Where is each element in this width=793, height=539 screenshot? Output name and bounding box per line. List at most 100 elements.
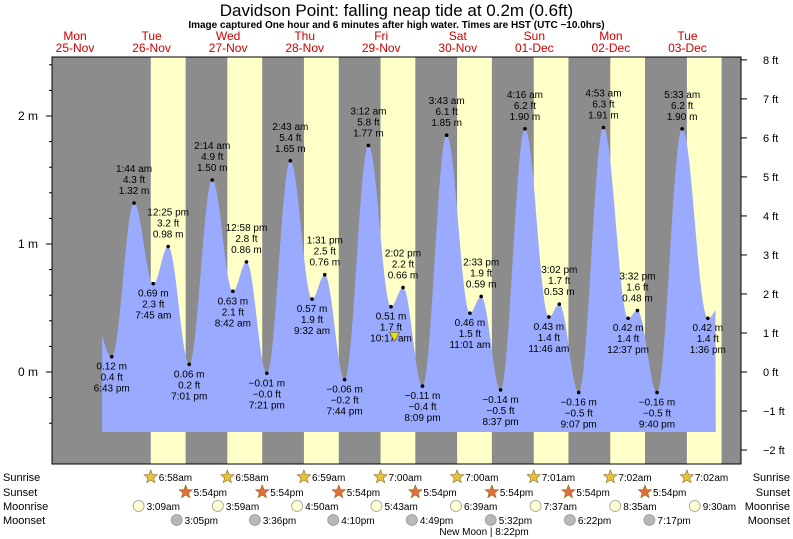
tide-time-label: 1:44 am [116, 164, 152, 175]
moonset-icon [170, 514, 183, 526]
tide-point [444, 133, 449, 137]
moon-phase-label: New Moon | 8:22pm [439, 527, 528, 538]
y-right-tick-label: 0 ft [763, 367, 778, 379]
tide-ft-label: −0.5 ft [643, 408, 671, 419]
moonrise-time: 8:35am [623, 502, 656, 513]
tide-ft-label: −0.5 ft [565, 408, 593, 419]
sunset-time: 5:54pm [500, 488, 533, 499]
tide-point [547, 315, 551, 319]
tide-time-label: 3:43 am [429, 96, 465, 107]
tide-point [626, 316, 630, 321]
tide-point [498, 388, 503, 392]
moonset-icon [405, 514, 418, 526]
chart-subtitle: Image captured One hour and 6 minutes af… [188, 20, 605, 31]
tide-point [635, 308, 640, 313]
tide-m-label: 0.59 m [466, 279, 497, 290]
tide-ft-label: 6.2 ft [671, 101, 693, 112]
sunrise-icon [219, 469, 235, 484]
y-left-tick-label: 0 m [18, 365, 38, 379]
tide-point [468, 311, 472, 315]
tide-point [523, 127, 527, 131]
tide-area [102, 127, 716, 432]
moonset-time: 7:17pm [657, 516, 690, 527]
y-right-tick-label: 5 ft [763, 172, 778, 184]
moonset-row-label-right: Moonset [748, 515, 790, 527]
moonrise-icon [609, 500, 622, 512]
tide-time-label: 8:42 am [215, 318, 251, 329]
tide-point [310, 297, 314, 301]
tide-ft-label: 2.8 ft [235, 234, 257, 245]
tide-point [576, 390, 581, 395]
sunset-icon [560, 484, 576, 499]
moonrise-row-label-right: Moonrise [745, 501, 790, 513]
tide-time-label: 11:46 am [528, 344, 569, 355]
tide-time-label: 3:02 pm [541, 265, 577, 276]
tide-m-label: 1.65 m [275, 144, 306, 155]
moonrise-time: 7:37am [544, 502, 577, 513]
tide-ft-label: 1.4 ft [697, 334, 719, 345]
tide-point [401, 285, 405, 290]
tide-time-label: 2:14 am [194, 141, 230, 152]
sunrise-icon [449, 469, 465, 484]
tide-time-label: 12:25 pm [147, 208, 189, 219]
moonrise-icon [291, 500, 303, 512]
tide-time-label: 8:37 pm [482, 417, 518, 428]
tide-m-label: 0.46 m [455, 318, 486, 329]
moonrise-time: 4:50am [305, 502, 338, 513]
tide-time-label: 7:21 pm [249, 400, 285, 411]
moonrise-icon [529, 500, 542, 512]
tide-point [132, 201, 136, 205]
sunrise-row-label-left: Sunrise [3, 472, 40, 484]
tide-ft-label: 3.2 ft [157, 219, 179, 230]
chart-title: Davidson Point: falling neap tide at 0.2… [219, 1, 574, 20]
tide-ft-label: −0.4 ft [408, 402, 436, 413]
sunrise-time: 7:00am [465, 473, 498, 484]
tide-ft-label: 1.9 ft [470, 268, 492, 279]
y-right-tick-label: 6 ft [763, 133, 778, 145]
tide-ft-label: 4.3 ft [123, 175, 145, 186]
tide-point [420, 384, 425, 388]
sunset-time: 5:54pm [194, 488, 227, 499]
tide-ft-label: 5.4 ft [279, 133, 301, 144]
day-of-week-label: Mon [599, 29, 622, 43]
date-label: 29-Nov [362, 41, 401, 55]
tide-ft-label: 1.7 ft [548, 276, 570, 287]
tide-ft-label: 1.6 ft [626, 283, 648, 294]
sunset-row-label-right: Sunset [756, 487, 790, 499]
y-left-tick-label: 1 m [18, 237, 38, 251]
tide-time-label: 4:16 am [507, 90, 543, 101]
sunrise-time: 6:58am [159, 473, 192, 484]
sunrise-icon [602, 469, 618, 484]
moonset-icon [248, 514, 261, 526]
moonset-time: 6:22pm [578, 516, 611, 527]
moonrise-icon [450, 500, 462, 512]
tide-time-label: 1:31 pm [307, 236, 343, 247]
y-right-tick-label: 3 ft [763, 250, 778, 262]
tide-time-label: 7:44 pm [327, 407, 363, 418]
moonset-icon [484, 514, 497, 526]
tide-point [166, 244, 170, 249]
tide-point [231, 289, 235, 294]
tide-m-label: 0.42 m [693, 323, 724, 334]
tide-time-label: 9:40 pm [639, 419, 675, 430]
tide-ft-label: −0.5 ft [487, 406, 515, 417]
tide-ft-label: 2.3 ft [142, 300, 164, 311]
sunrise-time: 7:02am [695, 473, 728, 484]
tide-m-label: 1.32 m [119, 186, 150, 197]
tide-point [187, 362, 192, 367]
date-label: 28-Nov [285, 41, 324, 55]
day-of-week-label: Tue [677, 29, 698, 43]
sunrise-icon [143, 469, 159, 484]
tide-m-label: −0.01 m [249, 378, 285, 389]
tide-m-label: 1.91 m [588, 111, 619, 122]
tide-time-label: 12:37 pm [607, 345, 649, 356]
y-right-tick-label: 2 ft [763, 289, 778, 301]
sunrise-icon [679, 469, 695, 484]
sunset-time: 5:54pm [347, 488, 380, 499]
date-label: 01-Dec [515, 41, 554, 55]
tide-m-label: 0.43 m [534, 322, 565, 333]
sunset-icon [254, 484, 270, 499]
tide-ft-label: 2.2 ft [392, 260, 414, 271]
tide-m-label: 0.42 m [613, 323, 644, 334]
tide-point [557, 302, 562, 306]
